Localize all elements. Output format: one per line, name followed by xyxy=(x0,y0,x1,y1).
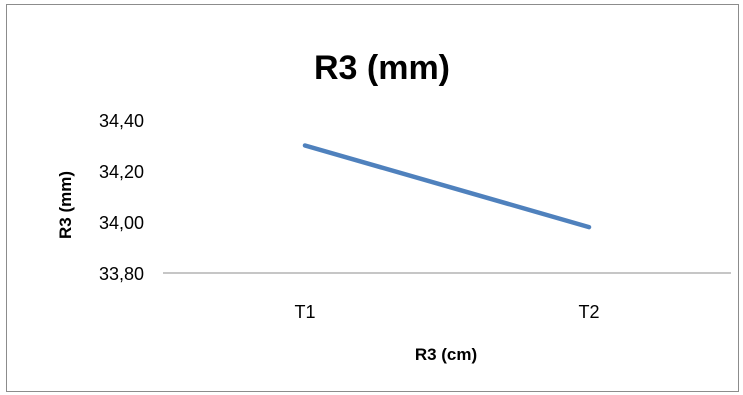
y-tick-label: 34,40 xyxy=(99,111,144,131)
x-axis-title: R3 (cm) xyxy=(415,345,477,364)
x-axis-ticks: T1 T2 xyxy=(294,302,599,322)
y-tick-label: 34,00 xyxy=(99,213,144,233)
series-line xyxy=(302,143,592,230)
chart-title: R3 (mm) xyxy=(314,49,450,87)
x-tick-label: T1 xyxy=(294,302,315,322)
y-tick-label: 34,20 xyxy=(99,162,144,182)
series-group xyxy=(302,143,592,230)
y-tick-label: 33,80 xyxy=(99,264,144,284)
y-axis-ticks: 33,80 34,00 34,20 34,40 xyxy=(99,111,144,284)
chart-frame xyxy=(6,4,739,392)
y-axis-title: R3 (mm) xyxy=(56,171,75,239)
x-tick-label: T2 xyxy=(578,302,599,322)
